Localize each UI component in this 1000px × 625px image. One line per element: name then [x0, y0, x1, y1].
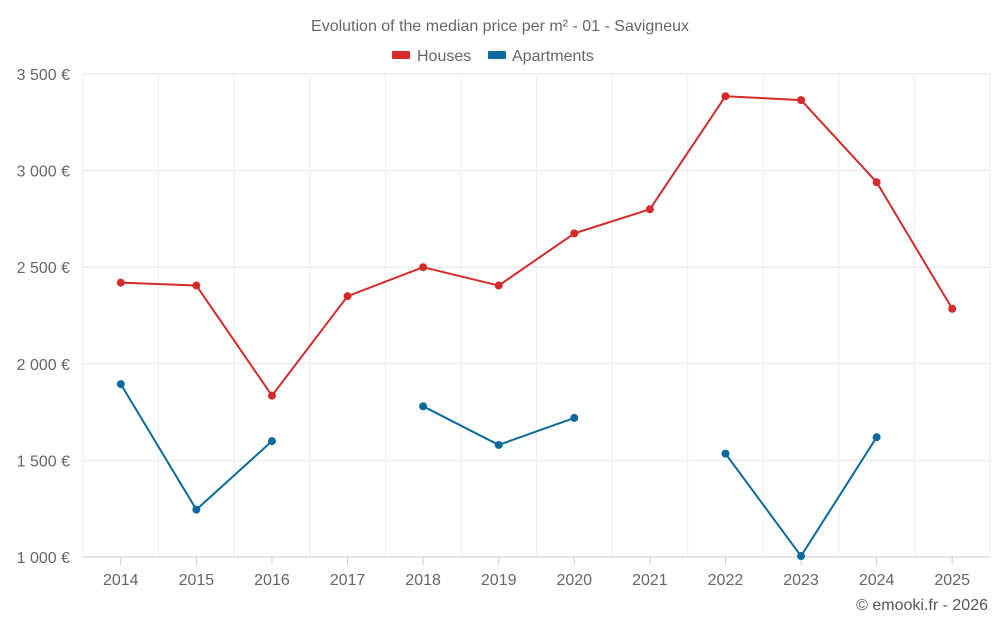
legend-label: Apartments — [512, 48, 594, 65]
data-point[interactable] — [343, 292, 352, 301]
x-tick-label: 2022 — [708, 572, 744, 589]
data-point[interactable] — [494, 281, 503, 290]
y-tick-label: 1 500 € — [17, 453, 70, 470]
series-houses — [116, 92, 957, 400]
x-tick-label: 2015 — [179, 572, 215, 589]
y-tick-label: 3 000 € — [17, 164, 70, 181]
data-point[interactable] — [570, 229, 579, 238]
y-tick-label: 3 500 € — [17, 67, 70, 84]
x-tick-label: 2023 — [783, 572, 819, 589]
data-point[interactable] — [267, 391, 276, 400]
legend-label: Houses — [417, 48, 471, 65]
x-tick-label: 2019 — [481, 572, 517, 589]
data-point[interactable] — [948, 304, 957, 313]
axes: 1 000 € 1 500 € 2 000 € 2 500 € 3 000 € 3 500… — [17, 67, 990, 589]
data-point[interactable] — [116, 278, 125, 287]
x-tick-label: 2021 — [632, 572, 668, 589]
series-apartments — [116, 380, 881, 561]
legend-swatch — [488, 51, 506, 59]
data-point[interactable] — [797, 552, 806, 561]
data-point[interactable] — [797, 96, 806, 105]
data-point[interactable] — [267, 437, 276, 446]
credit-text: © emooki.fr - 2026 — [856, 597, 988, 614]
data-point[interactable] — [721, 449, 730, 458]
data-point[interactable] — [721, 92, 730, 101]
series-line — [724, 436, 878, 558]
x-tick-label: 2018 — [405, 572, 441, 589]
data-point[interactable] — [192, 505, 201, 514]
series-layer — [116, 92, 957, 561]
chart-title: Evolution of the median price per m² - 0… — [311, 18, 689, 35]
x-tick-label: 2024 — [859, 572, 895, 589]
y-tick-label: 2 000 € — [17, 357, 70, 374]
legend-item-apartments[interactable]: Apartments — [488, 48, 594, 65]
x-tick-label: 2017 — [330, 572, 366, 589]
legend-item-houses[interactable]: Houses — [392, 48, 471, 65]
y-tick-label: 2 500 € — [17, 260, 70, 277]
data-point[interactable] — [645, 205, 654, 214]
grid — [82, 73, 991, 557]
data-point[interactable] — [192, 281, 201, 290]
series-line — [119, 383, 273, 511]
data-point[interactable] — [419, 402, 428, 411]
x-tick-label: 2020 — [556, 572, 592, 589]
data-point[interactable] — [872, 433, 881, 442]
data-point[interactable] — [419, 263, 428, 272]
data-point[interactable] — [494, 440, 503, 449]
legend-swatch — [392, 51, 410, 59]
x-tick-label: 2014 — [103, 572, 139, 589]
legend: Houses Apartments — [392, 48, 594, 65]
x-tick-label: 2016 — [254, 572, 290, 589]
y-tick-label: 1 000 € — [17, 550, 70, 567]
series-line — [120, 95, 954, 397]
series-line — [422, 405, 575, 446]
data-point[interactable] — [570, 413, 579, 422]
x-tick-label: 2025 — [934, 572, 970, 589]
data-point[interactable] — [116, 380, 125, 389]
data-point[interactable] — [872, 178, 881, 187]
